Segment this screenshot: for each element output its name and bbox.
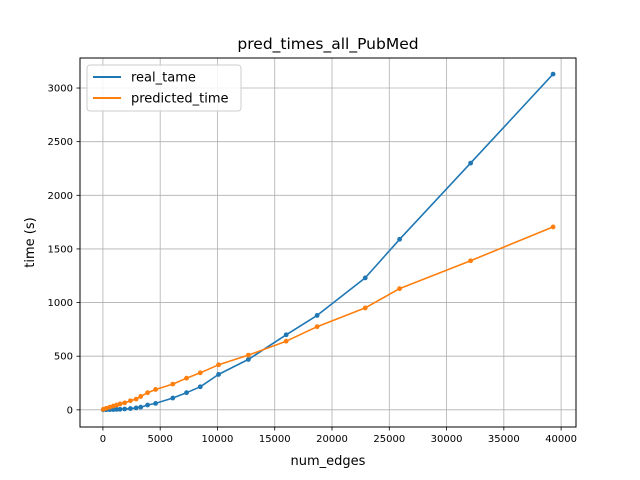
data-point-real_tame [468, 160, 474, 166]
y-tick-label: 1500 [48, 244, 73, 255]
data-point-real_tame [197, 384, 203, 390]
x-axis-label: num_edges [291, 454, 366, 469]
data-point-predicted_time [153, 387, 159, 392]
x-tick-label: 10000 [202, 434, 234, 445]
data-point-real_tame [314, 313, 320, 318]
x-tick-label: 15000 [259, 434, 291, 445]
data-point-real_tame [128, 406, 133, 411]
data-point-real_tame [283, 332, 289, 338]
x-tick-label: 0 [100, 434, 106, 445]
data-point-predicted_time [362, 305, 368, 311]
data-point-real_tame [110, 407, 116, 412]
data-point-predicted_time [283, 338, 289, 344]
data-point-real_tame [170, 395, 176, 401]
y-tick-label: 2000 [48, 191, 73, 202]
x-tick-label: 35000 [488, 434, 520, 445]
y-axis-label: time (s) [23, 217, 38, 267]
y-tick-label: 500 [54, 352, 73, 363]
data-point-predicted_time [216, 362, 222, 368]
data-point-real_tame [114, 407, 120, 412]
data-point-real_tame [153, 401, 159, 406]
legend: real_tame predicted_time [86, 64, 242, 112]
x-tick-label: 20000 [316, 434, 348, 445]
data-point-predicted_time [170, 381, 176, 387]
grid-lines [80, 58, 576, 427]
data-point-real_tame [362, 275, 368, 281]
x-tick-label: 25000 [373, 434, 405, 445]
data-point-predicted_time [122, 400, 128, 406]
y-tick-label: 2500 [48, 137, 73, 148]
legend-box [86, 64, 242, 112]
plot-frame [79, 57, 577, 428]
legend-label: predicted_time [131, 92, 229, 107]
data-point-predicted_time [133, 396, 139, 402]
chart-title: pred_times_all_PubMed [237, 35, 418, 54]
y-tick-label: 3000 [48, 84, 73, 95]
data-point-predicted_time [138, 394, 144, 399]
data-point-predicted_time [145, 390, 150, 396]
data-point-real_tame [216, 372, 222, 377]
legend-label: real_tame [131, 71, 196, 86]
data-point-real_tame [145, 402, 150, 408]
y-tick-label: 0 [67, 405, 73, 416]
data-point-predicted_time [397, 286, 402, 292]
y-tick-label: 1000 [48, 298, 73, 309]
data-point-real_tame [245, 357, 251, 362]
series-group [100, 71, 556, 413]
data-point-real_tame [184, 390, 189, 396]
data-point-predicted_time [314, 324, 320, 330]
x-tick-label: 40000 [545, 434, 577, 445]
data-point-real_tame [117, 406, 123, 412]
data-point-real_tame [138, 404, 144, 410]
axis-ticks: 0 5000 10000 15000 20000 25000 30000 35000 40000… [48, 84, 577, 445]
x-tick-label: 5000 [147, 434, 172, 445]
data-point-predicted_time [197, 370, 203, 376]
data-point-predicted_time [117, 401, 123, 407]
data-point-real_tame [397, 236, 402, 242]
data-point-real_tame [133, 405, 139, 411]
data-point-predicted_time [184, 375, 189, 381]
data-point-predicted_time [245, 352, 251, 358]
data-point-real_tame [122, 406, 128, 412]
data-point-predicted_time [550, 224, 556, 230]
data-point-predicted_time [128, 398, 133, 404]
data-point-real_tame [550, 71, 556, 77]
x-tick-label: 30000 [431, 434, 463, 445]
data-point-predicted_time [468, 258, 474, 264]
